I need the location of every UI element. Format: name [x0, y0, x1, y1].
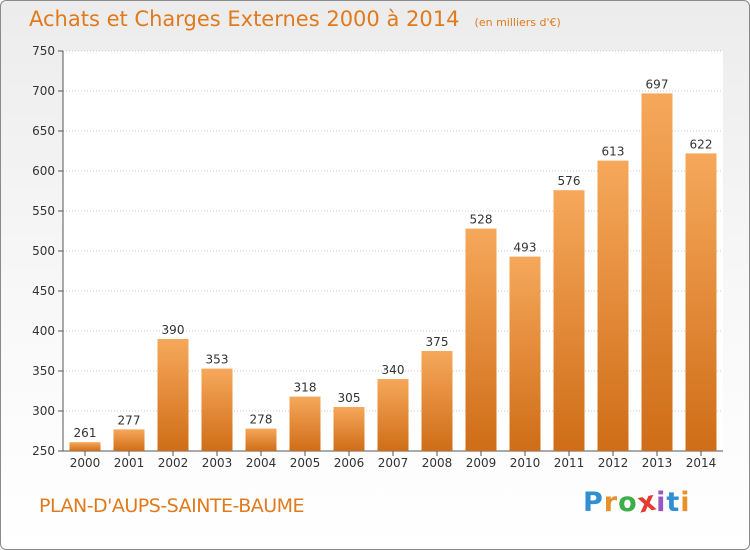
- bar: [377, 379, 409, 451]
- x-tick-label: 2005: [290, 456, 321, 470]
- bar: [333, 407, 365, 451]
- bar: [465, 228, 497, 451]
- logo-letter: i: [680, 487, 691, 518]
- bar-value-label: 613: [602, 145, 625, 159]
- x-tick-label: 2014: [686, 456, 717, 470]
- bar: [69, 442, 101, 451]
- bar-value-label: 622: [690, 137, 713, 151]
- bar: [509, 256, 541, 451]
- x-tick-label: 2000: [70, 456, 101, 470]
- x-tick-label: 2012: [598, 456, 629, 470]
- bar-value-label: 305: [338, 391, 361, 405]
- y-tick-label: 350: [32, 364, 55, 378]
- bar-value-label: 261: [74, 426, 97, 440]
- logo-letter: P: [583, 487, 604, 518]
- bar-value-label: 390: [162, 323, 185, 337]
- y-tick-label: 750: [32, 44, 55, 58]
- x-tick-label: 2008: [422, 456, 453, 470]
- y-tick-label: 650: [32, 124, 55, 138]
- x-tick-label: 2011: [554, 456, 585, 470]
- logo-letter: o: [618, 487, 638, 518]
- x-tick-label: 2009: [466, 456, 497, 470]
- x-tick-label: 2004: [246, 456, 277, 470]
- bar-value-label: 493: [514, 241, 537, 255]
- y-tick-label: 500: [32, 244, 55, 258]
- y-tick-label: 300: [32, 404, 55, 418]
- y-tick-label: 700: [32, 84, 55, 98]
- logo-letter: r: [603, 487, 619, 518]
- bar: [597, 160, 629, 451]
- y-tick-label: 400: [32, 324, 55, 338]
- x-tick-label: 2002: [158, 456, 189, 470]
- bar-value-label: 353: [206, 353, 229, 367]
- bar-value-label: 278: [250, 413, 273, 427]
- bar: [641, 93, 673, 452]
- x-tick-label: 2006: [334, 456, 365, 470]
- y-tick-label: 450: [32, 284, 55, 298]
- bar: [421, 351, 453, 451]
- bar: [289, 396, 321, 451]
- bar: [201, 368, 233, 451]
- commune-name: PLAN-D'AUPS-SAINTE-BAUME: [39, 495, 305, 517]
- y-tick-label: 550: [32, 204, 55, 218]
- bar: [157, 339, 189, 451]
- chart-title: Achats et Charges Externes 2000 à 2014: [29, 7, 460, 31]
- x-tick-label: 2013: [642, 456, 673, 470]
- logo-letter: t: [666, 487, 681, 518]
- bar-value-label: 340: [382, 363, 405, 377]
- bar: [685, 153, 717, 451]
- bar-value-label: 318: [294, 381, 317, 395]
- bar: [245, 428, 277, 451]
- x-tick-label: 2007: [378, 456, 409, 470]
- x-tick-label: 2001: [114, 456, 145, 470]
- y-tick-label: 250: [32, 444, 55, 458]
- bar: [553, 190, 585, 451]
- chart-unit: (en milliers d'€): [474, 16, 561, 29]
- bar-value-label: 576: [558, 174, 581, 188]
- bar-value-label: 277: [118, 413, 141, 427]
- y-tick-label: 600: [32, 164, 55, 178]
- chart-header: Achats et Charges Externes 2000 à 2014 (…: [29, 7, 561, 31]
- logo-letter: i: [656, 487, 667, 518]
- x-tick-label: 2003: [202, 456, 233, 470]
- bar-value-label: 697: [646, 77, 669, 91]
- bar-value-label: 528: [470, 213, 493, 227]
- bar-value-label: 375: [426, 335, 449, 349]
- proxiti-logo: Proxiti: [583, 485, 691, 519]
- x-tick-label: 2010: [510, 456, 541, 470]
- bar: [113, 429, 145, 451]
